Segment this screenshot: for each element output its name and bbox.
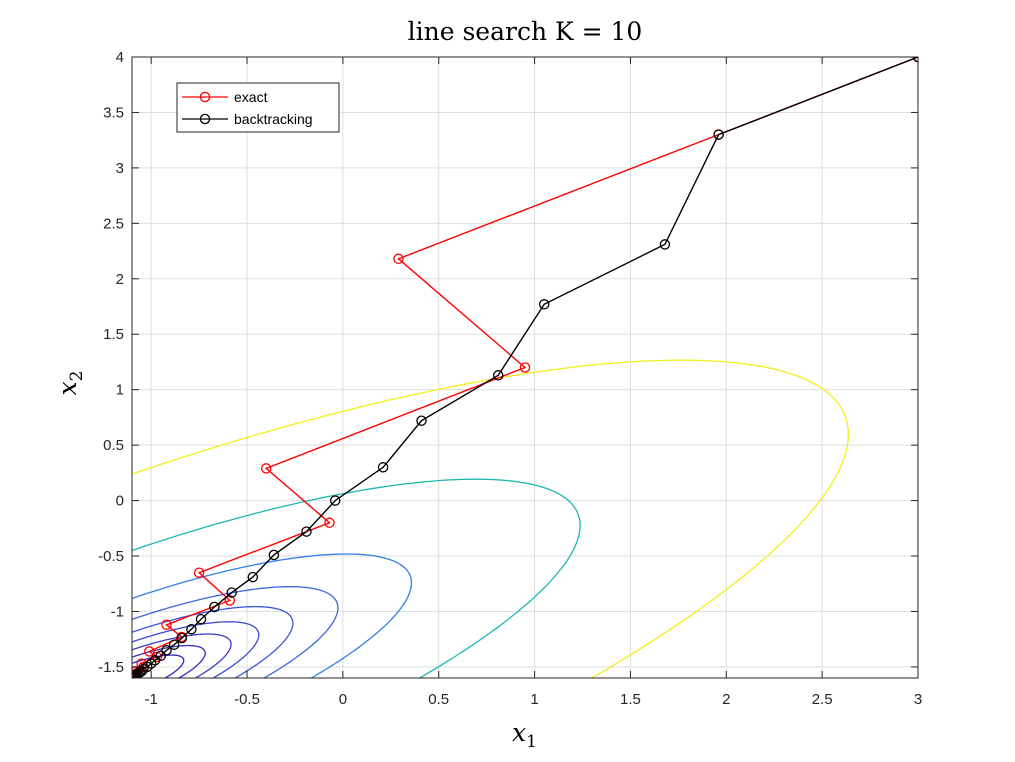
legend-label-exact: exact <box>234 89 268 105</box>
backtracking-marker <box>659 239 671 250</box>
legend-box <box>176 82 340 133</box>
contour-line <box>132 553 413 678</box>
contour-line <box>132 478 581 678</box>
backtracking-marker <box>301 526 312 537</box>
legend: exact backtracking <box>176 82 340 133</box>
series-backtracking <box>132 57 918 678</box>
exact-marker <box>193 567 205 578</box>
x-axis-label: x1 <box>512 718 537 752</box>
backtracking-marker <box>226 587 237 598</box>
contour-line <box>132 586 339 678</box>
legend-marker-backtracking <box>199 113 211 125</box>
contour-line <box>132 621 260 678</box>
y-tick-label: -1.5 <box>98 659 124 676</box>
y-tick-label: 4 <box>116 49 124 66</box>
exact-marker <box>224 595 236 606</box>
backtracking-marker <box>538 299 550 310</box>
y-tick-label: -1 <box>111 603 124 620</box>
x-tick-label: 1.5 <box>620 691 641 708</box>
backtracking-marker <box>132 670 142 678</box>
axes-box <box>131 56 919 679</box>
y-axis-label-main: x <box>53 381 82 395</box>
backtracking-marker <box>247 571 259 583</box>
legend-label-backtracking: backtracking <box>234 111 313 127</box>
y-tick-label: 0 <box>116 493 124 510</box>
backtracking-marker <box>195 613 207 625</box>
y-tick-label: 1 <box>116 382 124 399</box>
y-tick-label: 3 <box>116 160 124 177</box>
backtracking-marker <box>492 370 504 381</box>
exact-marker <box>324 517 335 529</box>
x-tick-label: -0.5 <box>234 691 260 708</box>
y-tick-label: 3.5 <box>103 104 124 121</box>
backtracking-marker <box>176 632 188 644</box>
backtracking-marker <box>168 639 180 650</box>
backtracking-marker <box>161 645 172 656</box>
x-tick-label: 2.5 <box>812 691 833 708</box>
y-tick-label: 1.5 <box>103 326 124 343</box>
exact-marker <box>519 362 531 373</box>
x-tick-labels: -1 -0.5 0 0.5 1 1.5 2 2.5 3 <box>144 691 922 708</box>
legend-item-exact: exact <box>182 89 268 105</box>
contour-line <box>132 359 850 678</box>
backtracking-marker <box>713 129 724 140</box>
backtracking-marker <box>186 623 197 635</box>
exact-marker <box>161 619 172 631</box>
contour-line <box>132 644 206 678</box>
x-tick-label: 3 <box>914 691 922 708</box>
y-tick-label: 0.5 <box>103 437 124 454</box>
exact-marker <box>393 253 404 265</box>
backtracking-marker <box>209 601 220 613</box>
exact-marker <box>260 463 272 474</box>
x-axis-label-sub: 1 <box>526 732 537 752</box>
x-tick-label: -1 <box>144 691 157 708</box>
axis-ticks <box>132 56 919 678</box>
legend-item-backtracking: backtracking <box>182 111 313 127</box>
x-tick-label: 2 <box>722 691 730 708</box>
y-axis-label-sub: 2 <box>67 371 87 382</box>
y-tick-label: -0.5 <box>98 548 124 565</box>
x-tick-label: 0 <box>339 691 347 708</box>
backtracking-marker <box>377 462 389 473</box>
backtracking-marker <box>416 415 427 426</box>
x-tick-label: 1 <box>530 691 538 708</box>
backtracking-marker <box>268 549 280 561</box>
chart-title: line search K = 10 <box>408 17 643 46</box>
y-tick-labels: -1.5 -1 -0.5 0 0.5 1 1.5 2 2.5 3 3.5 4 <box>98 49 124 676</box>
series-layer <box>132 57 918 678</box>
y-tick-label: 2 <box>116 271 124 288</box>
contour-line <box>132 633 232 678</box>
contour-line <box>132 605 294 678</box>
legend-marker-exact <box>199 91 211 103</box>
backtracking-marker <box>132 671 140 678</box>
backtracking-marker <box>329 495 341 506</box>
x-tick-label: 0.5 <box>428 691 449 708</box>
y-tick-label: 2.5 <box>103 215 124 232</box>
backtracking-marker <box>149 655 161 666</box>
y-axis-label: x2 <box>53 371 87 396</box>
contour-lines <box>132 359 850 678</box>
contour-line <box>132 654 185 678</box>
x-axis-label-main: x <box>512 718 526 747</box>
exact-marker <box>144 646 155 657</box>
